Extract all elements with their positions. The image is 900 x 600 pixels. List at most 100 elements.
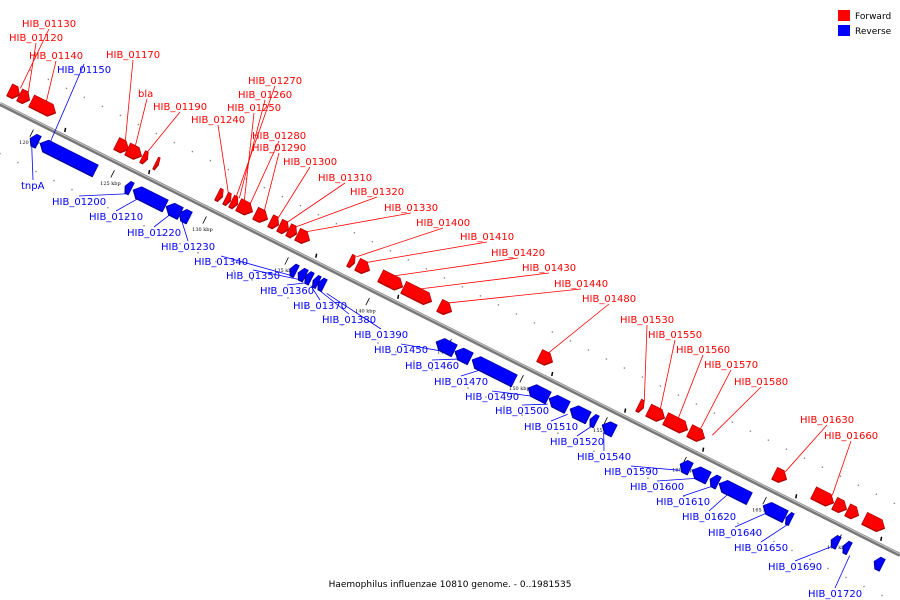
guide-dot [107, 206, 109, 209]
leader-hib-01230 [181, 220, 189, 242]
reverse-gene-arrow-shadow [709, 478, 716, 490]
gene-label-hib-01650: HIB_01650 [734, 543, 788, 554]
guide-dot [281, 195, 284, 198]
leader-hib-01300 [277, 166, 311, 218]
leader-hib-01440 [448, 288, 582, 304]
gene-label-hib-01320: HIB_01320 [350, 187, 404, 198]
leader-hib-01190 [146, 111, 181, 153]
guide-dot [647, 477, 649, 479]
gene-label-hib-01310: HIB_01310 [318, 173, 372, 184]
guide-dot [299, 204, 302, 207]
leader-hib-01310 [287, 182, 346, 223]
scale-tick [762, 496, 767, 505]
guide-dot [593, 450, 595, 452]
leader-hib-01150 [45, 63, 85, 153]
scale-tick-label: 130 kbp [192, 227, 213, 233]
guide-dot [467, 387, 469, 389]
guide-dot [497, 304, 500, 306]
guide-dot [17, 161, 19, 164]
guide-dot [755, 531, 757, 534]
label-leader-lines [19, 28, 852, 589]
feature-marker [795, 494, 798, 499]
leader-hib-01600 [656, 477, 696, 482]
gene-label-hib-01350: HIB_01350 [226, 271, 280, 282]
leader-hib-01720 [834, 555, 851, 589]
gene-label-hib-01270: HIB_01270 [248, 76, 302, 87]
reverse-gene-arrow [842, 540, 853, 555]
gene-label-hib-01660: HIB_01660 [824, 431, 878, 442]
forward-gene-arrow-shadow [861, 523, 885, 533]
guide-dot [569, 340, 572, 342]
reverse-gene-arrow-shadow [435, 341, 452, 358]
guide-dot [287, 297, 289, 299]
guide-dot [629, 468, 631, 470]
gene-label-hib-01690: HIB_01690 [768, 562, 822, 573]
guide-dot [731, 421, 734, 423]
leader-hib-01460 [431, 358, 458, 361]
gene-label-tnpa: tnpA [21, 181, 45, 192]
forward-gene-arrow-shadow [152, 164, 160, 171]
guide-dot [719, 513, 721, 516]
forward-gene-arrow-shadow [276, 228, 289, 235]
legend: Forward Reverse [838, 10, 892, 37]
axis-highlight [0, 102, 900, 555]
reverse-gene-arrow-shadow [830, 539, 836, 550]
leader-hib-01610 [682, 485, 712, 497]
forward-gene-arrow-shadow [16, 99, 30, 105]
reverse-gene-arrow-shadow [601, 424, 612, 438]
gene-label-hib-01220: HIB_01220 [127, 228, 181, 239]
leader-hib-01350 [252, 269, 299, 280]
leader-hib-01340 [220, 255, 291, 276]
guide-dot [605, 358, 608, 360]
gene-label-hib-01720: HIB_01720 [808, 589, 862, 600]
guide-dot [623, 367, 626, 369]
leader-hib-01650 [760, 524, 788, 543]
leader-hib-01520 [576, 425, 592, 437]
guide-dot [827, 567, 829, 570]
leader-hib-01620 [708, 494, 728, 512]
gene-label-hib-01490: HIB_01490 [465, 392, 519, 403]
gene-label-hib-01450: HIB_01450 [374, 345, 428, 356]
leader-hib-01200 [78, 193, 128, 197]
gene-label-hib-01260: HIB_01260 [238, 90, 292, 101]
guide-dot [683, 495, 685, 498]
leader-hib-01140 [45, 60, 57, 102]
scale-tick [110, 170, 115, 178]
leader-hib-01220 [153, 214, 170, 228]
leader-hib-01390 [326, 293, 382, 330]
guide-dot [461, 286, 464, 288]
leader-hib-01360 [286, 282, 306, 286]
forward-gene-arrow-shadow [267, 224, 279, 230]
leader-tnpa [31, 145, 34, 181]
guide-dot [641, 376, 644, 378]
gene-label-hib-01470: HIB_01470 [434, 377, 488, 388]
gene-label-hib-01420: HIB_01420 [491, 248, 545, 259]
scale-tick-label: 135 kbp [274, 268, 295, 274]
reverse-gene-arrow-shadow [29, 138, 36, 149]
forward-gene-arrow-shadow [645, 415, 665, 422]
scale-tick [29, 129, 34, 138]
gene-label-hib-01360: HIB_01360 [260, 286, 314, 297]
guide-dot [449, 378, 451, 380]
guide-dot [35, 170, 37, 173]
reverse-gene-arrow-shadow [691, 469, 706, 485]
gene-label-hib-01250: HIB_01250 [227, 103, 281, 114]
reverse-gene-arrow [718, 480, 753, 505]
guide-dot [137, 123, 140, 126]
scale-tick [519, 375, 524, 383]
feature-marker [315, 253, 318, 258]
scale-tick-label: 125 kbp [100, 181, 121, 187]
reverse-gene-arrow [601, 421, 618, 438]
gene-label-hib-01130: HIB_01130 [22, 19, 76, 30]
feature-marker [702, 447, 705, 452]
forward-gene-arrow-shadow [354, 269, 370, 275]
guide-dot [119, 114, 122, 117]
feature-marker [624, 408, 627, 413]
gene-label-hib-01390: HIB_01390 [354, 330, 408, 341]
gene-label-hib-01580: HIB_01580 [734, 377, 788, 388]
guide-dot [83, 96, 86, 99]
leader-hib-01510 [550, 413, 568, 422]
gene-label-hib-01370: HIB_01370 [293, 301, 347, 312]
forward-gene-arrow-shadow [285, 233, 297, 239]
forward-gene-arrow-shadow [400, 292, 432, 306]
